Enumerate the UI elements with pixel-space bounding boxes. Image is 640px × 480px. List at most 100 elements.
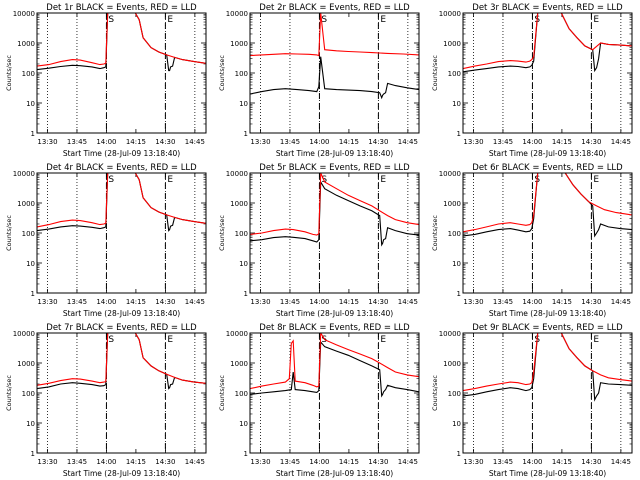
detector-panel-3: Det 3r BLACK = Events, RED = LLD Start Ti… — [431, 3, 633, 158]
y-tick-label: 10000 — [226, 170, 248, 178]
y-tick-label: 10000 — [226, 330, 248, 338]
y-tick-label: 1000 — [230, 40, 248, 48]
plot-frame — [462, 172, 633, 294]
y-tick-label: 10 — [239, 420, 248, 428]
series-line-events — [37, 13, 206, 72]
panel-title: Det 9r BLACK = Events, RED = LLD — [472, 323, 623, 333]
x-tick-label: 13:45 — [67, 458, 87, 466]
x-axis-label: Start Time (28-Jul-09 13:18:40) — [63, 469, 180, 478]
x-tick-label: 13:45 — [493, 458, 513, 466]
x-tick-label: 14:30 — [368, 298, 388, 306]
x-axis-label: Start Time (28-Jul-09 13:18:40) — [489, 309, 606, 318]
detector-panel-1: Det 1r BLACK = Events, RED = LLD Start Ti… — [5, 3, 207, 158]
x-tick-label: 14:15 — [339, 138, 359, 146]
y-tick-label: 1 — [31, 130, 35, 138]
x-tick-label: 14:45 — [611, 138, 631, 146]
x-tick-label: 14:00 — [96, 298, 116, 306]
detector-panel-4: Det 4r BLACK = Events, RED = LLD Start Ti… — [5, 163, 207, 318]
x-tick-label: 14:45 — [185, 138, 205, 146]
panel-title: Det 1r BLACK = Events, RED = LLD — [46, 3, 197, 13]
plot-frame — [249, 332, 420, 454]
x-tick-label: 13:30 — [250, 458, 270, 466]
x-tick-label: 14:15 — [126, 458, 146, 466]
plot-frame — [36, 332, 207, 454]
series-line-lld — [250, 13, 419, 57]
x-tick-label: 14:45 — [611, 458, 631, 466]
x-tick-label: 13:45 — [280, 298, 300, 306]
end-marker: E — [380, 335, 386, 345]
series-line-events — [463, 13, 632, 73]
y-axis-label: Counts/sec — [218, 55, 226, 91]
x-tick-label: 14:15 — [126, 298, 146, 306]
x-axis-label: Start Time (28-Jul-09 13:18:40) — [489, 149, 606, 158]
x-tick-label: 14:45 — [611, 298, 631, 306]
y-tick-label: 10000 — [13, 170, 35, 178]
x-axis-label: Start Time (28-Jul-09 13:18:40) — [276, 469, 393, 478]
series-line-events — [463, 173, 632, 238]
x-tick-label: 13:30 — [37, 298, 57, 306]
x-tick-label: 14:00 — [309, 298, 329, 306]
y-tick-label: 1 — [457, 290, 461, 298]
y-tick-label: 1000 — [443, 200, 461, 208]
plot-frame — [36, 12, 207, 134]
plot-frame — [249, 172, 420, 294]
x-tick-label: 14:15 — [552, 138, 572, 146]
y-tick-label: 1 — [31, 290, 35, 298]
y-tick-label: 1 — [244, 130, 248, 138]
x-tick-label: 14:45 — [398, 458, 418, 466]
x-tick-label: 13:45 — [493, 298, 513, 306]
end-marker: E — [380, 15, 386, 25]
panel-title: Det 8r BLACK = Events, RED = LLD — [259, 323, 410, 333]
x-axis-label: Start Time (28-Jul-09 13:18:40) — [276, 149, 393, 158]
x-tick-label: 14:15 — [126, 138, 146, 146]
x-tick-label: 14:45 — [185, 298, 205, 306]
y-tick-label: 1 — [457, 450, 461, 458]
x-tick-label: 13:30 — [37, 138, 57, 146]
detector-panel-5: Det 5r BLACK = Events, RED = LLD Start Ti… — [218, 163, 420, 318]
x-tick-label: 13:45 — [280, 138, 300, 146]
y-tick-label: 100 — [235, 390, 248, 398]
end-marker: E — [593, 175, 599, 185]
panel-title: Det 2r BLACK = Events, RED = LLD — [259, 3, 410, 13]
y-tick-label: 100 — [448, 390, 461, 398]
series-line-lld — [37, 173, 206, 228]
x-tick-label: 13:30 — [463, 458, 483, 466]
end-marker: E — [380, 175, 386, 185]
detector-panel-8: Det 8r BLACK = Events, RED = LLD Start Ti… — [218, 323, 420, 478]
y-axis-label: Counts/sec — [431, 215, 439, 251]
y-axis-label: Counts/sec — [431, 375, 439, 411]
plot-frame — [462, 12, 633, 134]
series-line-lld — [250, 333, 419, 390]
y-axis-label: Counts/sec — [218, 215, 226, 251]
x-tick-label: 14:00 — [522, 298, 542, 306]
y-tick-label: 10 — [26, 100, 35, 108]
panel-title: Det 4r BLACK = Events, RED = LLD — [46, 163, 197, 173]
x-tick-label: 13:30 — [463, 138, 483, 146]
start-marker: S — [108, 335, 114, 345]
series-line-lld — [463, 13, 632, 70]
y-tick-label: 100 — [448, 70, 461, 78]
series-line-events — [250, 180, 419, 247]
start-marker: S — [321, 15, 327, 25]
series-line-lld — [37, 13, 206, 67]
y-tick-label: 10 — [452, 260, 461, 268]
series-line-lld — [463, 333, 632, 392]
x-tick-label: 14:30 — [581, 458, 601, 466]
y-tick-label: 10000 — [439, 330, 461, 338]
series-line-lld — [250, 173, 419, 236]
series-line-events — [250, 340, 419, 398]
x-tick-label: 14:15 — [339, 458, 359, 466]
plot-frame — [36, 172, 207, 294]
x-tick-label: 14:15 — [552, 298, 572, 306]
y-tick-label: 1 — [244, 450, 248, 458]
y-tick-label: 100 — [22, 390, 35, 398]
y-tick-label: 100 — [448, 230, 461, 238]
y-tick-label: 10000 — [13, 10, 35, 18]
y-tick-label: 100 — [235, 70, 248, 78]
x-tick-label: 14:00 — [309, 458, 329, 466]
y-tick-label: 10 — [26, 420, 35, 428]
panel-title: Det 7r BLACK = Events, RED = LLD — [46, 323, 197, 333]
y-axis-label: Counts/sec — [431, 55, 439, 91]
x-tick-label: 14:30 — [368, 138, 388, 146]
